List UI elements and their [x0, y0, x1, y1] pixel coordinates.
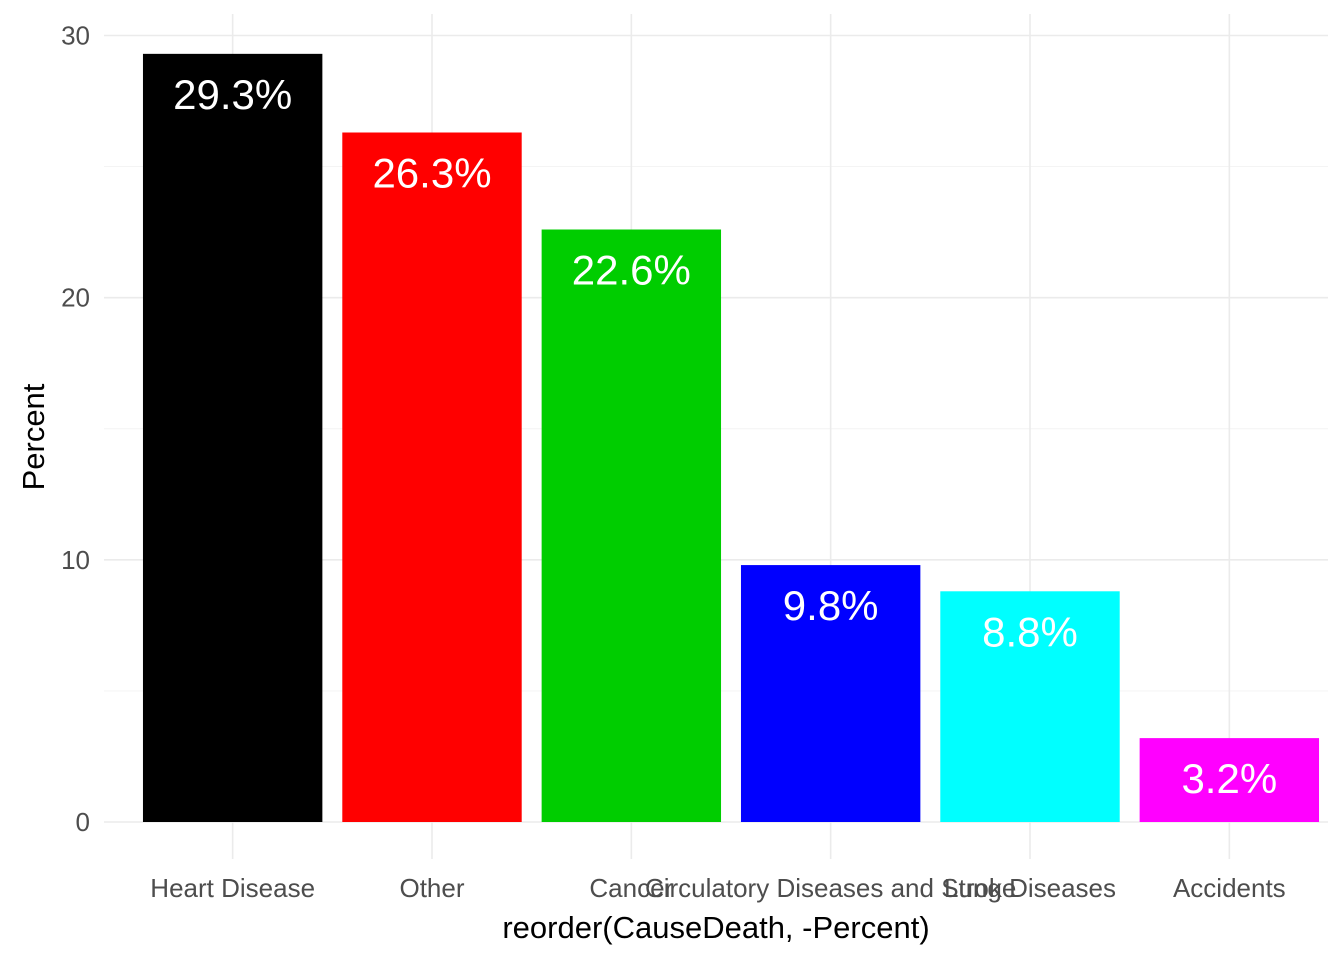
- bar-value-label: 3.2%: [1181, 755, 1277, 802]
- x-tick-label: Accidents: [1173, 873, 1286, 903]
- bar: [740, 565, 921, 822]
- y-axis-ticks: 0 10 20 30: [61, 21, 90, 838]
- bar: [940, 591, 1120, 822]
- x-tick-label: Other: [399, 873, 464, 903]
- x-tick-label: Cancer: [589, 873, 673, 903]
- bar-value-label: 26.3%: [372, 150, 491, 197]
- bar: [342, 132, 522, 823]
- y-tick-label: 10: [61, 545, 90, 575]
- bar: [1139, 738, 1320, 822]
- x-tick-label: Lung Diseases: [944, 873, 1116, 903]
- y-tick-label: 20: [61, 283, 90, 313]
- bar: [541, 229, 722, 823]
- bar-value-label: 22.6%: [572, 247, 691, 294]
- bar-value-labels: 29.3% 26.3% 22.6% 9.8% 8.8% 3.2%: [173, 71, 1277, 802]
- bar: [142, 53, 323, 822]
- y-axis-title: Percent: [16, 383, 51, 490]
- y-tick-label: 30: [61, 21, 90, 51]
- x-tick-label: Heart Disease: [150, 873, 315, 903]
- y-tick-label: 0: [76, 807, 90, 837]
- bars: [142, 53, 1320, 823]
- bar-value-label: 8.8%: [982, 608, 1078, 655]
- x-axis-title: reorder(CauseDeath, -Percent): [502, 910, 929, 945]
- bar-value-label: 9.8%: [783, 582, 879, 629]
- bar-value-label: 29.3%: [173, 71, 292, 118]
- x-tick-label: Circulatory Diseases and Stroke: [645, 873, 1016, 903]
